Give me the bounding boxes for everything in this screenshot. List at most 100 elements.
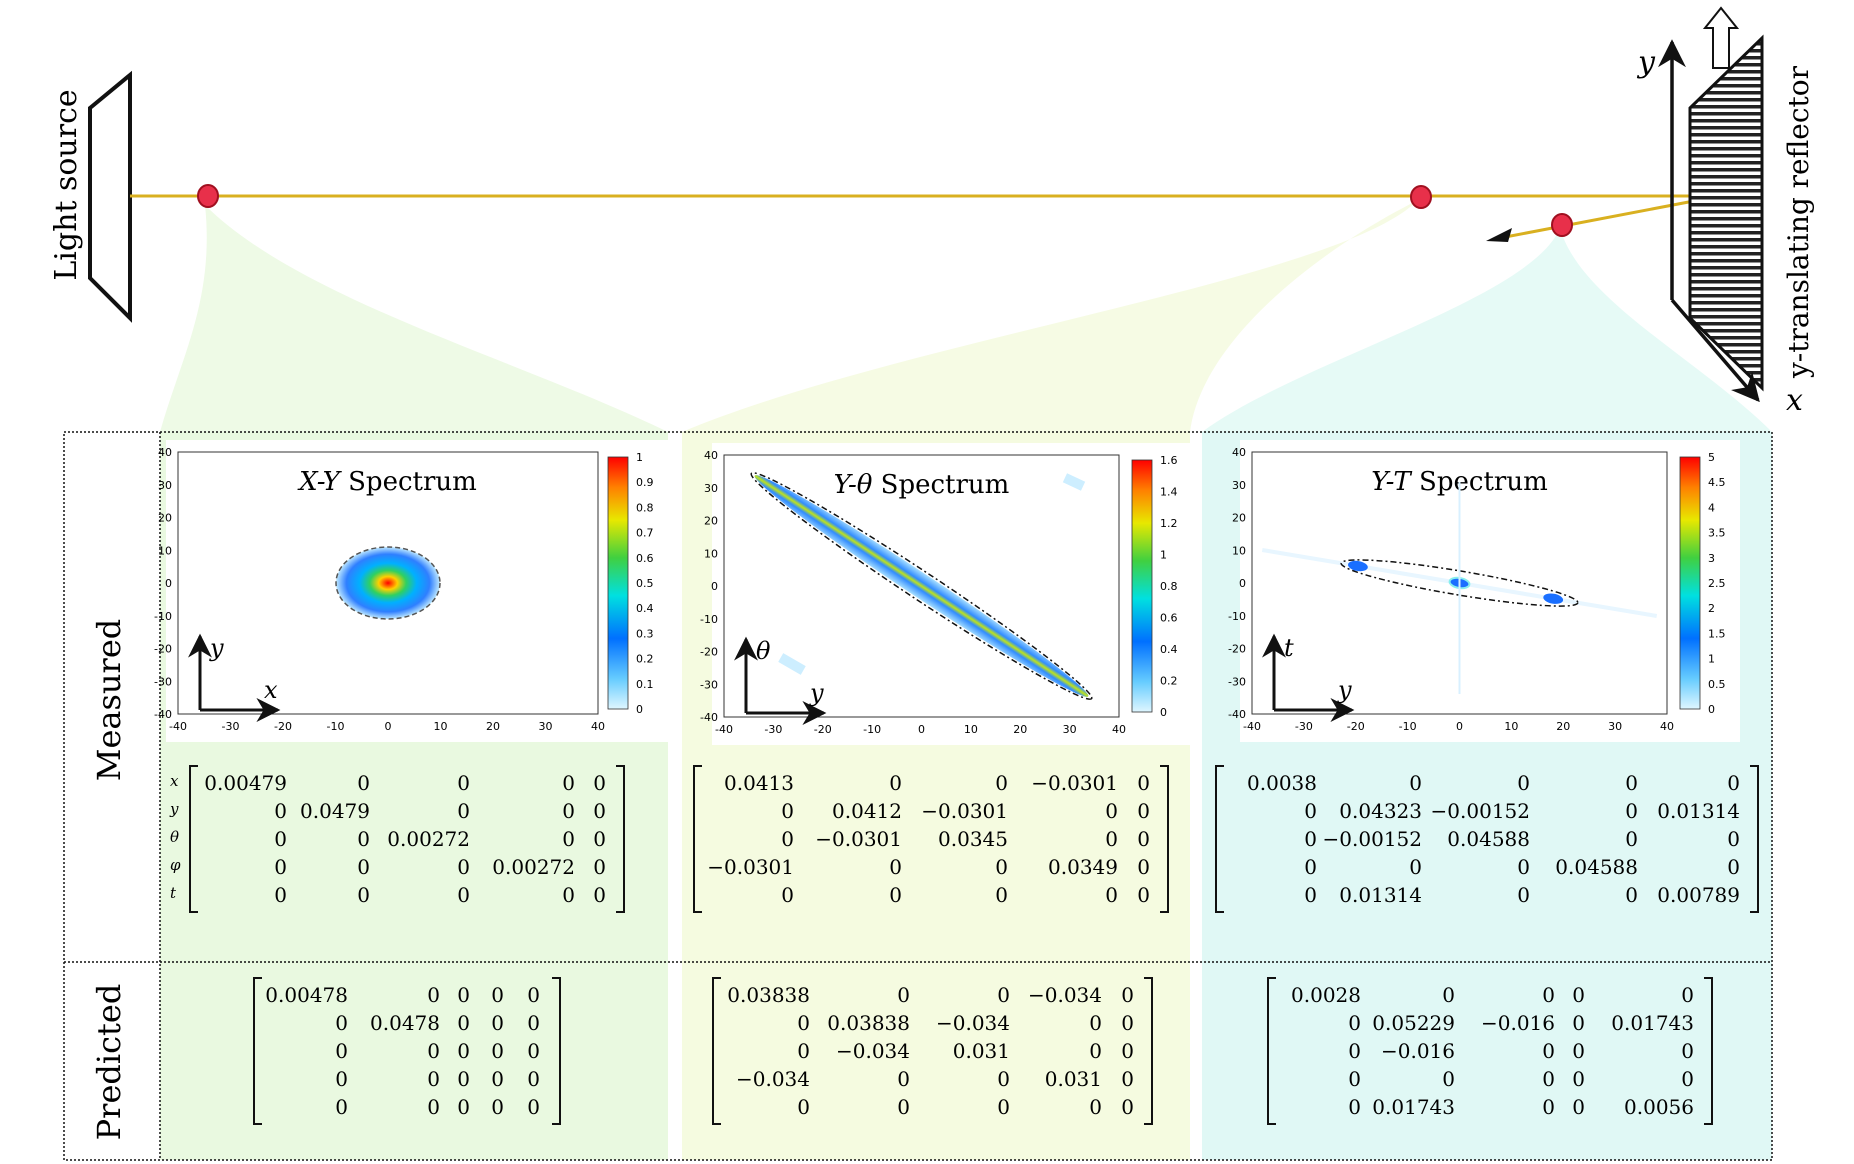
matrix-cell: 0 (335, 1067, 348, 1091)
probe-point-2 (1410, 185, 1432, 209)
y-tick-label: 10 (158, 544, 172, 557)
matrix-cell: 0 (593, 883, 606, 907)
matrix-cell: 0 (1681, 983, 1694, 1007)
matrix-cell: 0 (797, 1039, 810, 1063)
matrix-cell: 0 (427, 983, 440, 1007)
panel-title: Y-T Spectrum (1371, 467, 1547, 497)
y-tick-label: -30 (700, 678, 718, 691)
matrix-cell: 0.0028 (1291, 983, 1361, 1007)
inset-h-label: y (809, 679, 824, 707)
x-tick-label: -20 (814, 723, 832, 736)
matrix-cell: 0 (357, 855, 370, 879)
matrix-cell: 0.00789 (1657, 883, 1740, 907)
x-tick-label: -10 (327, 720, 345, 733)
matrix-cell: 0 (1348, 1039, 1361, 1063)
matrix-right-bracket (552, 977, 561, 1125)
matrix-cell: 0 (1625, 799, 1638, 823)
y-tick-label: 40 (1232, 446, 1246, 459)
matrix-cell: 0 (1542, 1067, 1555, 1091)
x-tick-label: -10 (863, 723, 881, 736)
x-tick-label: -10 (1399, 720, 1417, 733)
matrix-cell: 0 (1542, 1095, 1555, 1119)
spectrum-panel-2: -40-40-30-30-20-20-10-100010102020303040… (700, 443, 1192, 745)
x-tick-label: 0 (918, 723, 925, 736)
matrix-cell: 0 (593, 799, 606, 823)
matrix-cell: 0 (897, 1095, 910, 1119)
matrix-cell: 0 (1137, 771, 1150, 795)
light-source-shape (88, 70, 132, 323)
matrix-cell: 0 (457, 855, 470, 879)
y-tick-label: 20 (158, 512, 172, 525)
y-tick-label: -10 (700, 613, 718, 626)
inset-v-label: t (1284, 634, 1294, 662)
matrix-cell: 0 (1727, 771, 1740, 795)
matrix-cell: 0 (997, 1095, 1010, 1119)
x-tick-label: 20 (1013, 723, 1027, 736)
matrix-cell: 0.05229 (1372, 1011, 1455, 1035)
matrix-row-label: φ (170, 856, 181, 874)
colorbar-tick-label: 0.5 (636, 577, 654, 590)
matrix-cell: 0 (1409, 855, 1422, 879)
matrix-cell: 0 (797, 1095, 810, 1119)
matrix-cell: 0 (1137, 799, 1150, 823)
matrix-cell: 0 (1542, 983, 1555, 1007)
predicted-matrix-1: 0.00478 0 0 0 00 0.0478 0 0 00 0 0 0 00 0 0 0 00 0 0 0 0 (253, 977, 561, 1125)
x-tick-label: 10 (964, 723, 978, 736)
translation-arrow-icon (1702, 6, 1740, 69)
matrix-cell: 0 (1089, 1011, 1102, 1035)
x-tick-label: 10 (1504, 720, 1518, 733)
matrix-cell: 0 (562, 799, 575, 823)
matrix-cell: 0.0345 (938, 827, 1008, 851)
colorbar (607, 456, 629, 710)
matrix-cell: 0.00479 (204, 771, 287, 795)
funnel-yt (1202, 228, 1772, 432)
matrix-cell: 0 (995, 771, 1008, 795)
matrix-row-label: θ (170, 828, 179, 846)
matrix-cell: −0.034 (936, 1011, 1010, 1035)
y-tick-label: -40 (154, 708, 172, 721)
matrix-cell: 0 (1625, 771, 1638, 795)
matrix-cell: 0 (1089, 1039, 1102, 1063)
x-tick-label: 30 (1063, 723, 1077, 736)
matrix-cell: −0.034 (836, 1039, 910, 1063)
matrix-cell: 0 (889, 855, 902, 879)
x-tick-label: -30 (222, 720, 240, 733)
x-tick-label: -20 (1347, 720, 1365, 733)
funnel-ytheta (682, 200, 1418, 432)
spectrum-panel-1: -40-40-30-30-20-20-10-100010102020303040… (154, 440, 668, 742)
matrix-cell: 0 (997, 983, 1010, 1007)
reflected-beam (1499, 194, 1721, 240)
x-tick-label: 20 (1556, 720, 1570, 733)
matrix-cell: 0 (889, 771, 902, 795)
matrix-cell: 0.00272 (387, 827, 470, 851)
matrix-cell: 0 (274, 855, 287, 879)
matrix-cell: 0.0479 (300, 799, 370, 823)
matrix-cell: 0 (1517, 883, 1530, 907)
colorbar-tick-label: 0.4 (1160, 643, 1178, 656)
matrix-cell: 0 (457, 1067, 470, 1091)
colorbar-tick-label: 0.6 (636, 552, 654, 565)
matrix-cell: 0 (335, 1039, 348, 1063)
probe-point-1 (197, 184, 219, 208)
matrix-cell: 0.0038 (1247, 771, 1317, 795)
matrix-cell: 0 (527, 1039, 540, 1063)
optical-setup: Light source y x y-translating reflector (49, 6, 1815, 418)
matrix-cell: 0 (562, 827, 575, 851)
colorbar-tick-label: 5 (1708, 451, 1715, 464)
matrix-cell: 0 (491, 983, 504, 1007)
matrix-cell: 0.03838 (727, 983, 810, 1007)
colorbar (1131, 459, 1153, 713)
matrix-right-bracket (1704, 977, 1713, 1125)
row-label-predicted: Predicted (90, 984, 128, 1141)
matrix-cell: 0.01743 (1372, 1095, 1455, 1119)
matrix-cell: 0 (1121, 983, 1134, 1007)
matrix-cell: 0 (1727, 827, 1740, 851)
streak-fill (754, 475, 1089, 697)
colorbar-tick-label: 4.5 (1708, 476, 1726, 489)
matrix-cell: 0 (491, 1067, 504, 1091)
inset-h-label: y (1337, 676, 1352, 704)
colorbar-tick-label: 0 (636, 703, 643, 716)
matrix-right-bracket (1144, 977, 1153, 1125)
matrix-cell: 0 (457, 799, 470, 823)
